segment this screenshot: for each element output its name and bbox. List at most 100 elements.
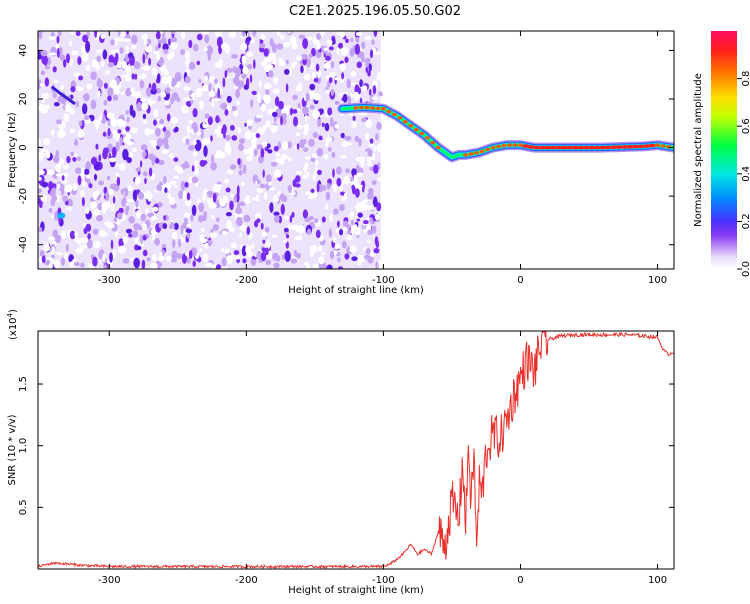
noise-speckle	[174, 72, 182, 82]
noise-speckle	[340, 31, 345, 38]
signal-peak	[468, 152, 474, 156]
noise-speckle	[62, 164, 70, 170]
noise-speckle	[357, 172, 364, 177]
noise-speckle	[255, 114, 264, 119]
noise-speckle	[357, 87, 361, 95]
noise-speckle	[246, 226, 251, 236]
noise-speckle	[365, 67, 369, 73]
noise-speckle	[85, 65, 91, 72]
noise-speckle	[168, 224, 175, 229]
noise-speckle	[126, 198, 135, 203]
noise-speckle	[70, 151, 74, 157]
noise-speckle	[366, 162, 373, 167]
noise-speckle	[368, 63, 372, 72]
noise-speckle	[262, 125, 267, 130]
noise-speckle	[120, 91, 127, 95]
noise-speckle	[344, 56, 349, 63]
noise-speckle	[96, 55, 101, 62]
noise-speckle	[334, 123, 339, 129]
noise-speckle	[327, 147, 332, 152]
noise-speckle	[266, 174, 272, 183]
noise-speckle	[69, 230, 76, 240]
noise-speckle	[95, 49, 103, 54]
noise-speckle	[110, 39, 115, 46]
noise-speckle	[274, 158, 283, 163]
noise-speckle	[346, 78, 352, 89]
noise-speckle	[296, 143, 300, 150]
noise-speckle	[224, 70, 228, 78]
spectrogram-marks	[38, 31, 674, 269]
noise-speckle	[126, 116, 130, 123]
noise-speckle	[212, 193, 217, 203]
noise-speckle	[141, 223, 147, 231]
noise-speckle	[83, 168, 90, 175]
noise-speckle	[233, 85, 239, 90]
noise-speckle	[51, 246, 55, 255]
noise-speckle	[128, 233, 133, 238]
noise-speckle	[77, 175, 82, 186]
noise-speckle	[47, 56, 51, 66]
noise-speckle	[289, 107, 293, 116]
noise-speckle	[257, 127, 265, 135]
noise-speckle	[164, 129, 171, 139]
noise-speckle	[263, 191, 268, 201]
noise-speckle	[309, 245, 318, 253]
noise-speckle	[249, 74, 253, 83]
noise-speckle	[326, 136, 333, 143]
noise-speckle	[83, 115, 90, 121]
noise-speckle	[161, 148, 169, 155]
snr-xtick-label: 100	[648, 575, 667, 586]
noise-speckle	[214, 31, 220, 37]
noise-speckle	[153, 119, 157, 126]
noise-speckle	[139, 160, 143, 168]
noise-speckle	[90, 99, 97, 110]
colorbar-label: Normalized spectral amplitude	[693, 73, 704, 227]
noise-speckle	[151, 215, 157, 221]
noise-speckle	[270, 124, 278, 133]
noise-speckle	[196, 60, 200, 66]
noise-speckle	[169, 180, 177, 185]
noise-speckle	[242, 258, 247, 264]
noise-speckle	[188, 120, 194, 124]
noise-speckle	[278, 57, 284, 62]
noise-speckle	[125, 207, 129, 216]
noise-speckle	[64, 103, 71, 113]
noise-speckle	[122, 236, 128, 245]
noise-speckle	[216, 184, 223, 188]
spectrogram-xtick-label: -200	[235, 275, 258, 286]
noise-speckle	[188, 39, 193, 49]
noise-speckle	[234, 71, 240, 78]
noise-speckle	[77, 129, 85, 138]
noise-speckle	[70, 86, 76, 93]
noise-speckle	[308, 53, 313, 59]
noise-speckle	[373, 196, 378, 208]
snr-y-label: SNR (10 * v/v)	[7, 414, 18, 485]
noise-speckle	[145, 208, 149, 214]
noise-speckle	[345, 168, 350, 174]
noise-speckle	[147, 194, 152, 202]
snr-ytick-label: 1.5	[18, 376, 29, 392]
noise-speckle	[340, 63, 346, 71]
noise-speckle	[215, 264, 222, 269]
noise-speckle	[40, 149, 48, 153]
noise-speckle	[364, 119, 373, 128]
noise-speckle	[111, 146, 117, 158]
noise-speckle	[115, 48, 120, 53]
noise-speckle	[119, 136, 123, 147]
noise-speckle	[53, 156, 60, 163]
noise-speckle	[312, 110, 320, 119]
noise-speckle	[355, 188, 360, 198]
signal-peak	[655, 143, 661, 147]
spectrogram-xtick-label: 100	[648, 275, 667, 286]
noise-speckle	[373, 248, 380, 254]
noise-speckle	[289, 215, 293, 223]
noise-speckle	[272, 196, 280, 203]
noise-speckle	[204, 262, 213, 267]
noise-speckle	[184, 212, 191, 218]
noise-speckle	[350, 226, 355, 235]
noise-speckle	[149, 140, 155, 144]
noise-speckle	[130, 127, 138, 134]
noise-speckle	[78, 120, 83, 127]
noise-speckle	[62, 195, 68, 202]
noise-speckle	[314, 218, 319, 224]
